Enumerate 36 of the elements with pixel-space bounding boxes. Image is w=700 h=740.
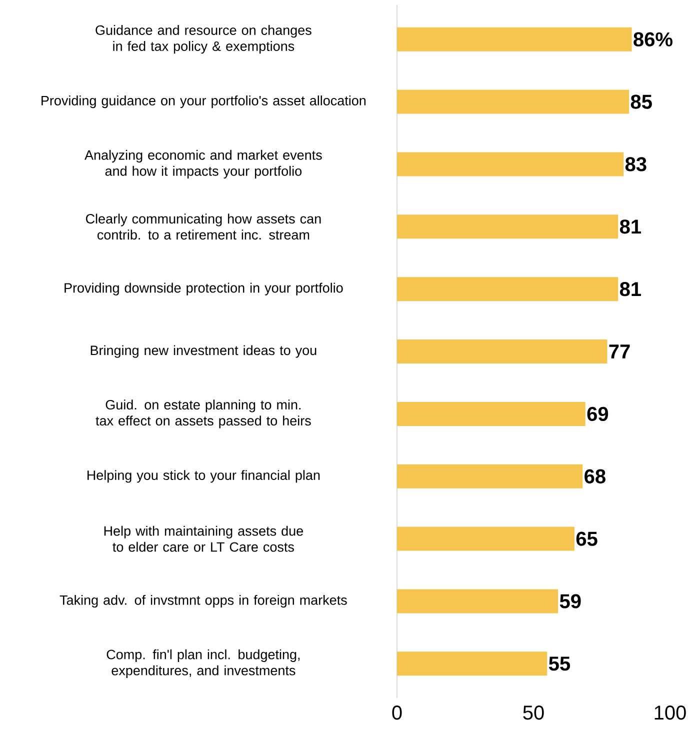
bar (396, 589, 558, 614)
data-label: 55 (548, 656, 570, 671)
bar (396, 526, 574, 551)
bar (396, 90, 630, 114)
x-tick-label: 0 (392, 706, 402, 720)
y-tick-label: Comp. fin'l plan incl. budgeting, expenditures, and investments (106, 649, 300, 678)
data-label: 77 (609, 344, 630, 358)
y-tick-label: Analyzing economic and market events and how it impacts your portfolio (84, 150, 322, 179)
y-tick-label: Providing guidance on your portfolio's asset allocation (42, 95, 366, 108)
x-tick-label: 50 (523, 706, 544, 720)
y-tick-label: Bringing new investment ideas to you (90, 345, 316, 358)
y-tick-label: Help with maintaining assets due to elder care or LT Care costs (104, 526, 304, 552)
bar (396, 214, 618, 239)
data-label: 81 (620, 282, 642, 296)
y-tick-label: Guid. on estate planning to min. tax effect on assets passed to heirs (96, 400, 311, 428)
y-tick-label: Taking adv. of invstmnt opps in foreign markets (60, 594, 347, 608)
data-label: 86% (634, 32, 672, 46)
y-tick-label: Guidance and resource on changes in fed tax policy & exemptions (96, 25, 312, 54)
bar (396, 464, 583, 488)
bar (396, 152, 624, 176)
data-label: 59 (560, 594, 581, 608)
data-label: 65 (576, 532, 598, 546)
x-tick-label: 100 (654, 706, 686, 720)
data-label: 69 (587, 406, 608, 422)
bar (396, 340, 608, 364)
bar (396, 402, 586, 426)
data-label: 81 (620, 220, 642, 234)
bar (396, 277, 618, 302)
data-label: 85 (630, 94, 652, 109)
bar (396, 27, 632, 52)
data-label: 68 (584, 469, 606, 484)
data-label: 83 (625, 157, 646, 172)
bar (396, 652, 548, 676)
y-tick-label: Clearly communicating how assets can contrib. to a retirement inc. stream (86, 214, 321, 240)
y-tick-label: Helping you stick to your financial plan (88, 470, 320, 483)
y-tick-label: Providing downside protection in your portfolio (64, 282, 343, 296)
